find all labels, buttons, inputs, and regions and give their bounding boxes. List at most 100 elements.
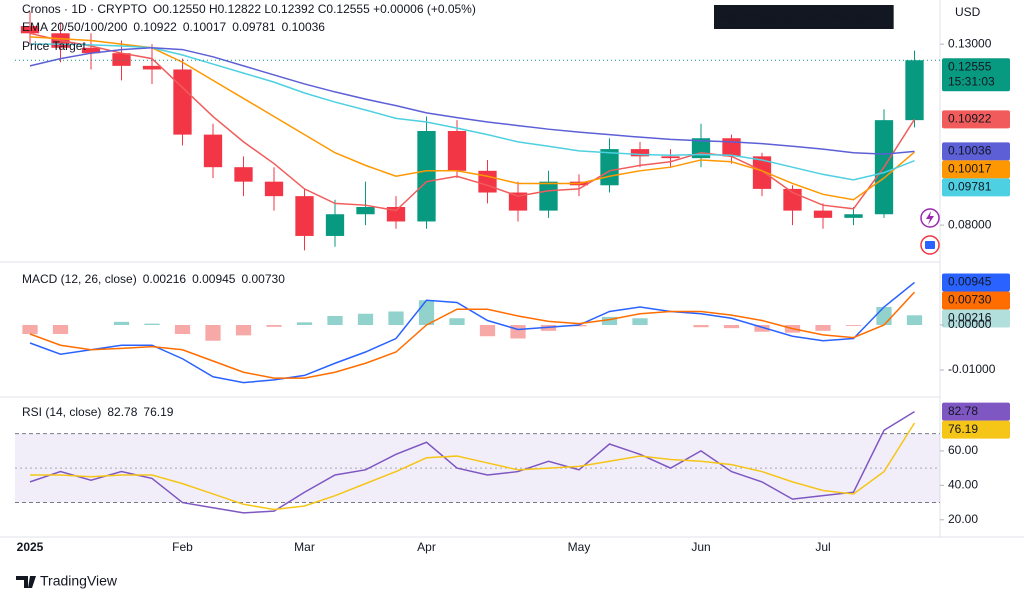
price-tag-label: 0.10036 — [948, 144, 992, 158]
price-tag — [942, 402, 1010, 421]
symbol-title: Cronos · 1D · CRYPTO — [22, 2, 147, 16]
price-tag-label: 0.09781 — [948, 180, 992, 194]
candle-body — [234, 167, 253, 182]
candle-body — [844, 214, 863, 218]
y-tick-label: 20.00 — [948, 512, 978, 526]
x-tick-label: 2025 — [17, 540, 44, 554]
y-tick-label: 40.00 — [948, 478, 978, 492]
price-tag-label: 15:31:03 — [948, 74, 995, 88]
histogram-bar — [144, 323, 160, 325]
indicator-line — [29, 291, 916, 379]
histogram-bar — [174, 325, 191, 334]
candle-body — [386, 206, 406, 222]
price-tag-label: 0.00730 — [948, 293, 992, 307]
indicator-line — [29, 411, 915, 514]
histogram-bar — [510, 325, 526, 339]
histogram-bar — [723, 325, 740, 329]
price-tag — [942, 58, 1010, 92]
notice-text: No analyst predictions found. — [720, 8, 888, 23]
indicator-line — [29, 281, 915, 384]
candle-body — [478, 170, 497, 193]
histogram-bar — [632, 318, 648, 325]
candle-body — [600, 149, 619, 186]
price-tag — [942, 291, 1010, 310]
y-tick-label: 0.00000 — [948, 317, 992, 331]
overlay-value: 0.10922 — [133, 20, 177, 34]
histogram-bar — [418, 300, 435, 325]
price-tag — [942, 420, 1010, 439]
currency-label: USD — [955, 5, 981, 19]
candle-body — [905, 60, 924, 121]
overlay-value: 0.09781 — [232, 20, 276, 34]
x-tick-label: Feb — [172, 540, 193, 554]
candle-body — [539, 181, 558, 211]
price-tag-label: 0.00945 — [948, 275, 992, 289]
candle-body — [81, 47, 101, 54]
y-tick-label: -0.01000 — [948, 362, 996, 376]
x-tick-label: Apr — [417, 540, 436, 554]
overlay-value: 0.10036 — [282, 20, 326, 34]
histogram-bar — [693, 325, 709, 328]
candle-body — [630, 149, 650, 157]
candle-body — [295, 196, 314, 236]
overlay-value: 0.10017 — [183, 20, 227, 34]
candle-body — [20, 26, 40, 34]
histogram-bar — [754, 325, 770, 332]
histogram-bar — [815, 325, 831, 331]
histogram-bar — [906, 315, 923, 325]
price-tag — [942, 142, 1010, 161]
price-tag — [942, 309, 1010, 328]
indicator-value: 0.00730 — [241, 272, 285, 286]
indicator-line — [29, 47, 915, 155]
candle-body — [752, 156, 772, 189]
histogram-bar — [266, 325, 282, 327]
histogram-bar — [205, 325, 221, 341]
price-tag-label: 0.10017 — [948, 162, 992, 176]
x-tick-label: May — [568, 540, 591, 554]
price-tag-label: 0.10922 — [948, 112, 992, 126]
price-tag — [942, 273, 1010, 292]
overlay-title: EMA 20/50/100/200 — [22, 20, 128, 34]
candle-body — [661, 156, 680, 159]
price-target-label: Price Target — [22, 39, 86, 53]
ohlc-summary: O0.12550 H0.12822 L0.12392 C0.12555 +0.0… — [153, 2, 476, 16]
indicator-title: RSI (14, close) — [22, 405, 101, 419]
histogram-bar — [235, 325, 252, 336]
candle-body — [203, 134, 223, 168]
brand-logo — [16, 576, 36, 588]
candle-body — [417, 131, 436, 222]
x-tick-label: Jun — [691, 540, 710, 554]
indicator-value: 0.00945 — [192, 272, 236, 286]
indicator-line — [29, 32, 916, 212]
candle-body — [142, 65, 162, 70]
candle-body — [356, 206, 375, 215]
candle-body — [508, 192, 528, 211]
x-tick-label: Jul — [815, 540, 830, 554]
indicator-value: 82.78 — [107, 405, 137, 419]
price-tag — [942, 160, 1010, 179]
candle-body — [173, 69, 192, 135]
histogram-bar — [113, 321, 130, 325]
price-tag-label: 76.19 — [948, 422, 978, 436]
candle-body — [264, 181, 284, 197]
candle-body — [447, 131, 467, 171]
event-icon-glyph — [925, 241, 935, 249]
notice-box — [714, 5, 894, 29]
price-tag-label: 0.00216 — [948, 311, 992, 325]
candle-body — [112, 53, 131, 66]
histogram-bar — [388, 311, 404, 325]
indicator-value: 76.19 — [143, 405, 173, 419]
plot-layer — [15, 11, 940, 514]
y-tick-label: 0.08000 — [948, 217, 992, 231]
x-tick-label: Mar — [294, 540, 315, 554]
histogram-bar — [845, 325, 862, 326]
histogram-bar — [52, 325, 69, 334]
candle-body — [813, 210, 833, 218]
indicator-line — [29, 36, 915, 201]
price-tag-label: 0.12555 — [948, 59, 992, 73]
indicator-line — [30, 422, 916, 511]
histogram-bar — [479, 325, 496, 337]
histogram-bar — [876, 307, 892, 325]
